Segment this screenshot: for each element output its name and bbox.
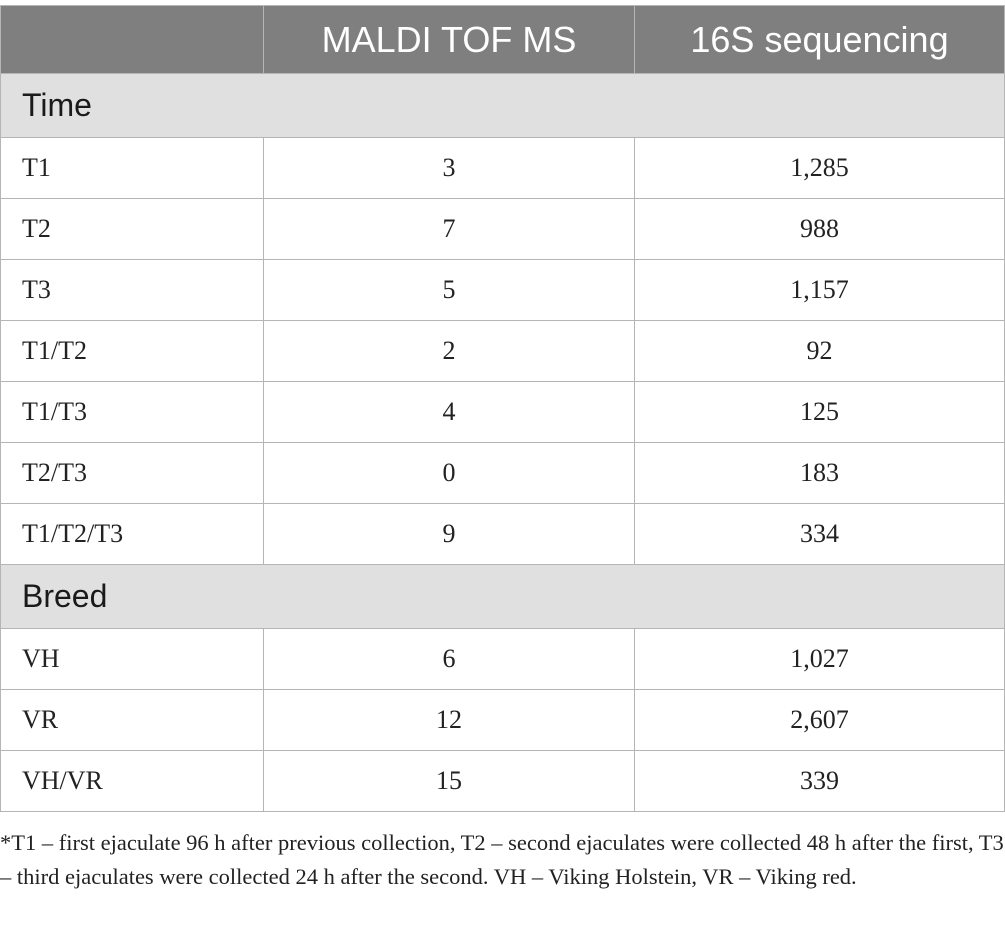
maldi-value: 6: [263, 628, 635, 690]
table-row: VR 12 2,607: [0, 689, 1005, 751]
seq16s-value: 125: [634, 381, 1005, 443]
section-title: Breed: [0, 564, 1005, 629]
table-body: Time T1 3 1,285 T2 7 988 T3 5 1,157 T1/T…: [0, 73, 1005, 812]
table-row: T2 7 988: [0, 198, 1005, 260]
seq16s-value: 1,027: [634, 628, 1005, 690]
table-row: T1 3 1,285: [0, 137, 1005, 199]
table-row: T1/T2 2 92: [0, 320, 1005, 382]
maldi-value: 7: [263, 198, 635, 260]
maldi-value: 0: [263, 442, 635, 504]
seq16s-value: 2,607: [634, 689, 1005, 751]
section-row-time: Time: [0, 73, 1005, 138]
row-label: T1: [0, 137, 264, 199]
table-row: T1/T2/T3 9 334: [0, 503, 1005, 565]
seq16s-value: 183: [634, 442, 1005, 504]
maldi-value: 2: [263, 320, 635, 382]
seq16s-value: 339: [634, 750, 1005, 812]
maldi-value: 4: [263, 381, 635, 443]
maldi-value: 3: [263, 137, 635, 199]
row-label: T1/T3: [0, 381, 264, 443]
row-label: T2/T3: [0, 442, 264, 504]
section-row-breed: Breed: [0, 564, 1005, 629]
table-row: T2/T3 0 183: [0, 442, 1005, 504]
seq16s-value: 1,285: [634, 137, 1005, 199]
results-table: MALDI TOF MS 16S sequencing Time T1 3 1,…: [0, 5, 1005, 812]
table-row: VH/VR 15 339: [0, 750, 1005, 812]
row-label: T2: [0, 198, 264, 260]
table-row: T3 5 1,157: [0, 259, 1005, 321]
header-row: MALDI TOF MS 16S sequencing: [0, 5, 1005, 74]
header-empty-cell: [0, 5, 264, 74]
seq16s-value: 334: [634, 503, 1005, 565]
row-label: T1/T2/T3: [0, 503, 264, 565]
table-row: VH 6 1,027: [0, 628, 1005, 690]
header-16s-sequencing: 16S sequencing: [634, 5, 1005, 74]
maldi-value: 9: [263, 503, 635, 565]
row-label: T1/T2: [0, 320, 264, 382]
seq16s-value: 988: [634, 198, 1005, 260]
maldi-value: 15: [263, 750, 635, 812]
table-footnote: *T1 – first ejaculate 96 h after previou…: [0, 830, 1004, 889]
row-label: VH/VR: [0, 750, 264, 812]
maldi-value: 12: [263, 689, 635, 751]
table-header: MALDI TOF MS 16S sequencing: [0, 5, 1005, 74]
row-label: T3: [0, 259, 264, 321]
seq16s-value: 92: [634, 320, 1005, 382]
table-row: T1/T3 4 125: [0, 381, 1005, 443]
row-label: VR: [0, 689, 264, 751]
seq16s-value: 1,157: [634, 259, 1005, 321]
header-maldi-tof-ms: MALDI TOF MS: [263, 5, 635, 74]
maldi-value: 5: [263, 259, 635, 321]
section-title: Time: [0, 73, 1005, 138]
row-label: VH: [0, 628, 264, 690]
